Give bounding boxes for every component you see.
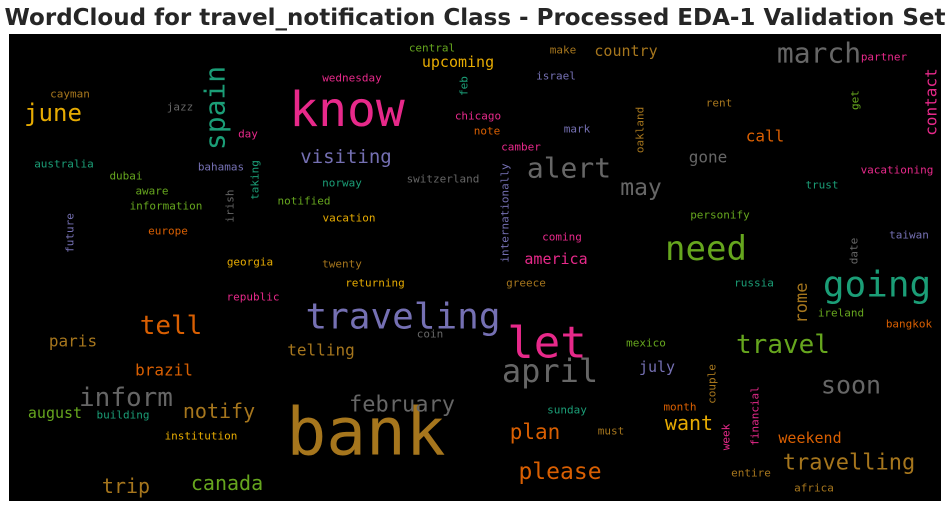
word-coming: coming — [542, 231, 582, 244]
word-notify: notify — [183, 399, 255, 423]
word-sunday: sunday — [547, 404, 587, 417]
word-tell: tell — [140, 311, 203, 341]
wordcloud-words: bankknowlettravelinggoingneedaprilalertm… — [24, 37, 940, 499]
word-contact: contact — [922, 68, 941, 135]
word-trust: trust — [805, 179, 838, 192]
word-feb: feb — [458, 76, 471, 96]
chart-title: WordCloud for travel_notification Class … — [4, 5, 946, 31]
word-let: let — [507, 318, 586, 369]
word-australia: australia — [34, 158, 94, 171]
word-oakland: oakland — [634, 107, 647, 153]
word-telling: telling — [287, 341, 354, 360]
word-gone: gone — [689, 148, 728, 167]
word-spain: spain — [199, 66, 232, 150]
word-weekend: weekend — [778, 429, 841, 447]
word-returning: returning — [345, 277, 405, 290]
word-irish: irish — [224, 189, 237, 222]
word-greece: greece — [506, 277, 546, 290]
word-internationally: internationally — [499, 163, 512, 263]
word-alert: alert — [527, 152, 611, 185]
word-taiwan: taiwan — [889, 229, 929, 242]
word-financial: financial — [749, 386, 762, 446]
word-must: must — [598, 425, 625, 438]
word-may: may — [620, 175, 662, 201]
word-america: america — [524, 250, 587, 268]
word-couple: couple — [706, 364, 719, 404]
word-notified: notified — [278, 195, 331, 208]
word-taking: taking — [249, 160, 262, 200]
word-month: month — [663, 401, 696, 414]
word-need: need — [665, 229, 747, 269]
word-cayman: cayman — [50, 88, 90, 101]
word-building: building — [97, 409, 150, 422]
word-mark: mark — [564, 123, 591, 136]
word-february: february — [349, 393, 455, 418]
word-partner: partner — [861, 51, 908, 64]
word-week: week — [720, 423, 733, 450]
word-rent: rent — [706, 97, 733, 110]
word-personify: personify — [690, 209, 750, 222]
word-future: future — [64, 213, 77, 253]
word-april: april — [502, 352, 598, 390]
wordcloud-background — [9, 34, 941, 501]
word-get: get — [849, 90, 862, 110]
word-switzerland: switzerland — [407, 173, 480, 186]
word-camber: camber — [501, 141, 541, 154]
word-going: going — [823, 265, 931, 306]
word-georgia: georgia — [227, 256, 273, 269]
word-upcoming: upcoming — [422, 53, 494, 71]
word-august: august — [28, 404, 82, 422]
word-wednesday: wednesday — [322, 72, 382, 85]
word-make: make — [550, 44, 577, 57]
word-visiting: visiting — [300, 146, 392, 168]
word-inform: inform — [79, 383, 173, 413]
word-jazz: jazz — [167, 101, 194, 114]
wordcloud-canvas: bankknowlettravelinggoingneedaprilalertm… — [9, 34, 941, 501]
word-plan: plan — [510, 420, 561, 444]
word-please: please — [518, 459, 601, 485]
word-brazil: brazil — [135, 361, 193, 380]
word-march: march — [777, 37, 861, 70]
word-dubai: dubai — [109, 170, 142, 183]
word-russia: russia — [734, 277, 774, 290]
word-bangkok: bangkok — [886, 318, 933, 331]
word-bank: bank — [287, 394, 446, 471]
word-vacation: vacation — [323, 212, 376, 225]
word-paris: paris — [49, 332, 97, 351]
word-africa: africa — [794, 482, 834, 495]
word-republic: republic — [227, 291, 280, 304]
word-canada: canada — [191, 471, 263, 495]
word-note: note — [474, 125, 501, 138]
word-travelling: travelling — [783, 451, 915, 476]
word-europe: europe — [148, 225, 188, 238]
word-soon: soon — [821, 371, 881, 400]
word-rome: rome — [792, 283, 812, 324]
word-institution: institution — [165, 430, 238, 443]
word-norway: norway — [322, 177, 362, 190]
word-twenty: twenty — [322, 258, 362, 271]
word-bahamas: bahamas — [198, 161, 244, 174]
word-travel: travel — [736, 330, 830, 360]
word-mexico: mexico — [626, 337, 666, 350]
word-want: want — [665, 411, 713, 435]
word-central: central — [409, 42, 455, 55]
word-aware: aware — [135, 185, 168, 198]
word-date: date — [848, 238, 861, 265]
word-vacationing: vacationing — [861, 164, 934, 177]
word-israel: israel — [536, 70, 576, 83]
word-traveling: traveling — [305, 297, 500, 338]
word-chicago: chicago — [455, 110, 501, 123]
word-know: know — [289, 82, 405, 138]
word-information: information — [130, 200, 203, 213]
word-entire: entire — [731, 467, 771, 480]
word-coin: coin — [417, 328, 444, 341]
word-trip: trip — [102, 474, 150, 498]
word-june: june — [24, 99, 82, 127]
word-july: july — [639, 358, 675, 376]
word-day: day — [238, 128, 258, 141]
word-call: call — [746, 127, 785, 146]
word-ireland: ireland — [818, 307, 864, 320]
word-country: country — [594, 42, 657, 60]
